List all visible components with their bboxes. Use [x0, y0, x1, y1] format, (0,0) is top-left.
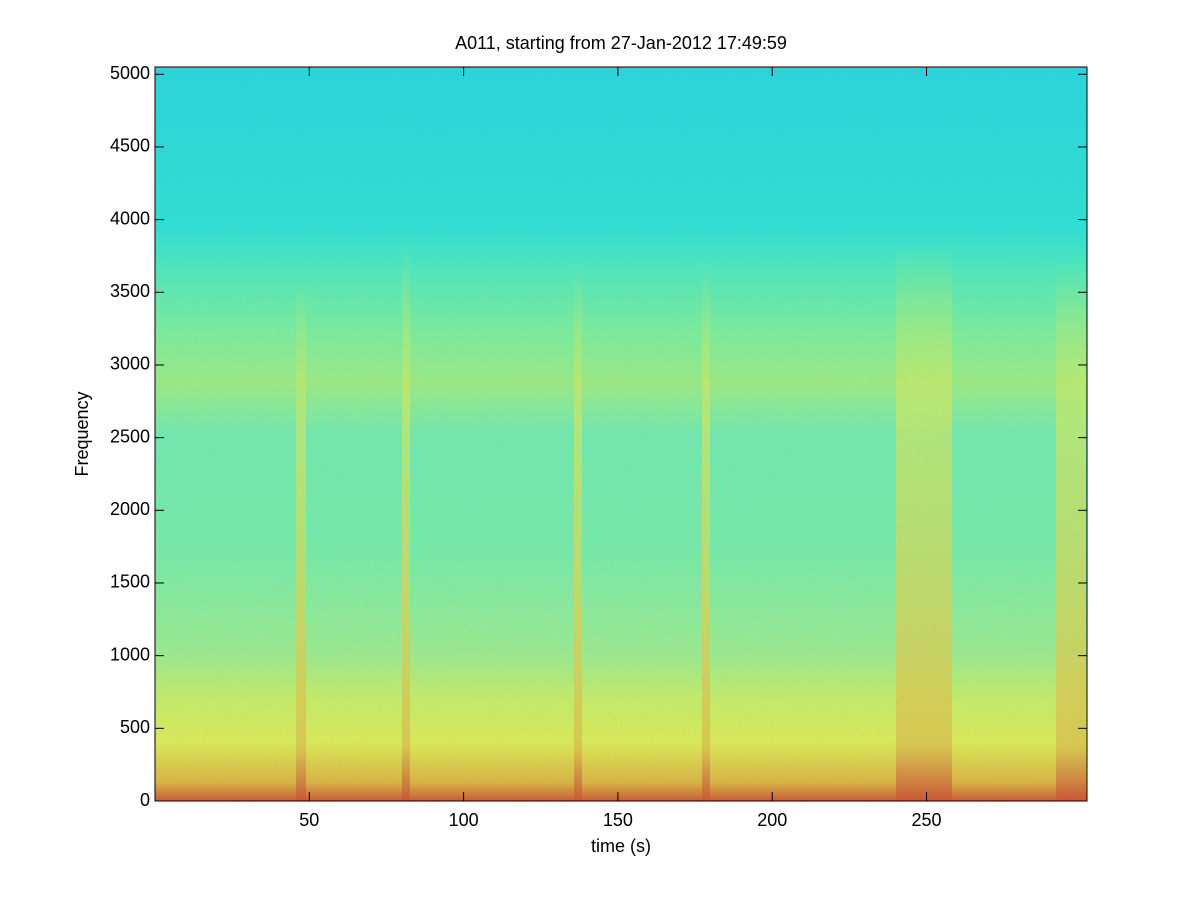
y-tick-label: 5000 — [110, 63, 150, 83]
y-tick-label: 4500 — [110, 136, 150, 156]
x-tick-label: 250 — [911, 810, 941, 830]
x-tick-label: 200 — [757, 810, 787, 830]
y-tick-label: 2500 — [110, 426, 150, 446]
y-tick-label: 500 — [120, 717, 150, 737]
y-tick-label: 2000 — [110, 499, 150, 519]
x-tick-label: 100 — [449, 810, 479, 830]
y-tick-label: 3500 — [110, 281, 150, 301]
chart-title: A011, starting from 27-Jan-2012 17:49:59 — [455, 33, 787, 53]
y-tick-label: 3000 — [110, 354, 150, 374]
plot-frame — [154, 66, 1088, 802]
y-tick-label: 1500 — [110, 572, 150, 592]
y-tick-label: 0 — [140, 790, 150, 810]
x-axis-label: time (s) — [591, 836, 651, 856]
y-tick-label: 1000 — [110, 644, 150, 664]
y-axis-label: Frequency — [72, 391, 92, 476]
y-tick-label: 4000 — [110, 208, 150, 228]
x-tick-label: 150 — [603, 810, 633, 830]
spectrogram-image — [155, 67, 1087, 801]
x-tick-label: 50 — [299, 810, 319, 830]
